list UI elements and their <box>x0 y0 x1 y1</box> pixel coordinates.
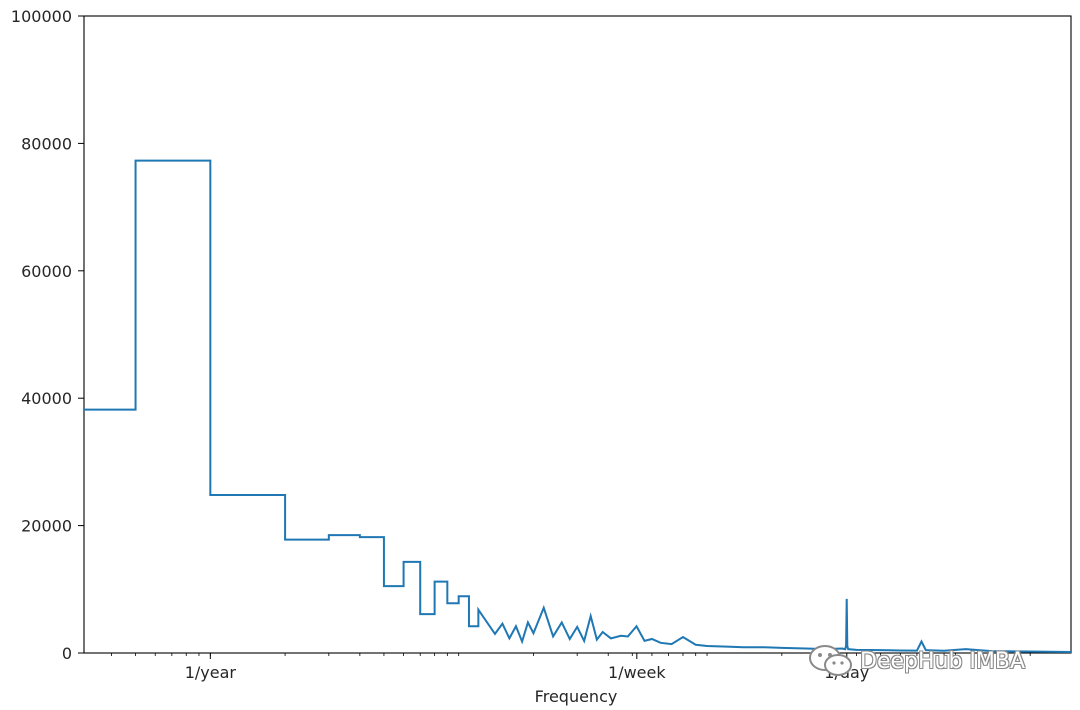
y-tick-label: 100000 <box>11 7 72 26</box>
plot-area <box>83 15 1072 654</box>
watermark: DeepHub IMBA <box>808 644 1025 678</box>
plot-frame <box>83 15 1072 654</box>
y-tick-label: 80000 <box>21 134 72 153</box>
y-axis: 0 20000 40000 60000 80000 100000 <box>11 7 84 663</box>
y-tick-label: 20000 <box>21 517 72 536</box>
series-line <box>84 159 1072 654</box>
y-tick-label: 60000 <box>21 262 72 281</box>
y-tick-label: 0 <box>62 644 72 663</box>
x-tick-label: 1/year <box>185 663 237 682</box>
x-axis-title: Frequency <box>535 687 618 706</box>
x-tick-label: 1/week <box>608 663 666 682</box>
wechat-icon <box>809 645 852 676</box>
y-tick-label: 40000 <box>21 389 72 408</box>
watermark-text: DeepHub IMBA <box>860 648 1026 674</box>
